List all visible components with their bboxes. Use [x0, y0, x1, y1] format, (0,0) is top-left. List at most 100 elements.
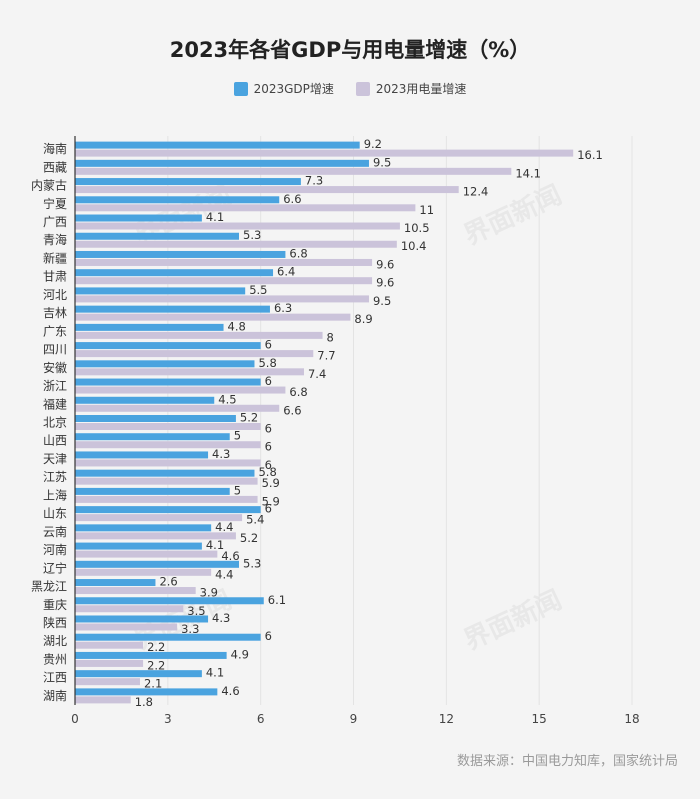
- bar-power: [75, 186, 459, 194]
- chart-title: 2023年各省GDP与用电量增速（%）: [169, 38, 531, 62]
- bar-power-label: 4.6: [221, 549, 239, 563]
- x-tick-label: 6: [257, 712, 265, 726]
- bar-gdp-label: 5.8: [258, 465, 276, 479]
- bar-gdp: [75, 178, 301, 186]
- bar-power-label: 6.8: [289, 385, 307, 399]
- category-label: 江西: [43, 671, 67, 685]
- category-label: 湖北: [43, 633, 67, 648]
- category-label: 湖南: [43, 688, 67, 703]
- bar-gdp-label: 4.3: [212, 447, 230, 461]
- bar-gdp-label: 5.2: [240, 411, 258, 425]
- x-tick-label: 12: [439, 712, 454, 726]
- category-label: 上海: [43, 487, 67, 502]
- bar-power-label: 2.2: [147, 640, 165, 654]
- bar-gdp-label: 6: [265, 374, 272, 388]
- legend-item-power: 2023用电量增速: [355, 80, 467, 97]
- bar-power-label: 10.5: [404, 221, 430, 235]
- bar-gdp: [75, 250, 286, 258]
- bar-gdp: [75, 378, 261, 386]
- bar-power: [75, 423, 261, 430]
- bar-power: [75, 514, 243, 522]
- bar-power: [75, 368, 304, 376]
- category-label: 山东: [43, 507, 67, 521]
- bar-power: [75, 587, 196, 595]
- bar-gdp: [75, 469, 255, 477]
- bar-power: [75, 240, 397, 248]
- bar-gdp-label: 5.8: [258, 356, 276, 370]
- legend-label-power: 2023用电量增速: [375, 82, 467, 96]
- bar-power: [75, 678, 140, 686]
- bar-gdp-label: 4.1: [206, 666, 224, 680]
- bar-power-label: 14.1: [515, 166, 541, 180]
- bar-gdp: [75, 615, 209, 623]
- bar-gdp: [75, 670, 202, 678]
- bar-gdp-label: 6.1: [268, 593, 286, 607]
- x-tick-label: 15: [532, 712, 547, 726]
- bar-gdp: [75, 214, 202, 222]
- bar-gdp-label: 9.5: [373, 155, 391, 169]
- bar-gdp: [75, 232, 240, 240]
- category-label: 广东: [43, 324, 67, 338]
- legend: 2023GDP增速 2023用电量增速: [0, 80, 700, 97]
- bar-gdp-label: 5.3: [243, 556, 261, 570]
- bar-power-label: 9.6: [376, 276, 394, 290]
- bar-gdp: [75, 542, 202, 550]
- bar-power-label: 8: [327, 330, 334, 344]
- category-label: 海南: [43, 141, 67, 156]
- bar-gdp: [75, 433, 230, 441]
- bar-gdp-label: 5: [234, 429, 241, 443]
- bar-gdp: [75, 579, 156, 587]
- bar-power: [75, 404, 280, 412]
- legend-label-gdp: 2023GDP增速: [253, 82, 334, 96]
- bar-gdp-label: 9.2: [364, 137, 382, 151]
- category-label: 贵州: [43, 652, 67, 666]
- x-tick-label: 0: [71, 712, 79, 726]
- legend-swatch-gdp: [233, 81, 248, 96]
- bar-gdp-label: 4.3: [212, 611, 230, 625]
- bar-power-label: 2.1: [144, 677, 162, 691]
- category-label: 浙江: [43, 379, 67, 393]
- bar-power-label: 5.9: [262, 476, 280, 490]
- bar-gdp-label: 6: [265, 338, 272, 352]
- bar-power: [75, 477, 258, 485]
- bar-gdp: [75, 415, 236, 422]
- bar-power: [75, 568, 212, 576]
- bar-gdp-label: 4.6: [221, 684, 239, 698]
- bar-gdp: [75, 597, 264, 605]
- category-label: 陕西: [43, 615, 67, 630]
- bar-gdp-label: 6.3: [274, 301, 292, 315]
- bar-power-label: 2.2: [147, 658, 165, 672]
- bar-power: [75, 623, 178, 631]
- legend-item-gdp: 2023GDP增速: [233, 80, 334, 97]
- bar-gdp-label: 5.3: [243, 228, 261, 242]
- x-tick-label: 3: [164, 712, 172, 726]
- bar-gdp-label: 6.6: [283, 192, 301, 206]
- bar-power-label: 11: [419, 203, 434, 217]
- category-label: 天津: [43, 452, 67, 466]
- category-label: 福建: [43, 396, 67, 411]
- bar-gdp-label: 6: [265, 502, 272, 516]
- bar-gdp: [75, 196, 280, 204]
- bar-power-label: 10.4: [401, 239, 427, 253]
- category-label: 河北: [43, 288, 67, 302]
- bar-power-label: 16.1: [577, 148, 603, 162]
- bar-gdp: [75, 451, 209, 459]
- bar-gdp-label: 4.1: [206, 210, 224, 224]
- bar-gdp-label: 7.3: [305, 174, 323, 188]
- bar-power: [75, 277, 373, 285]
- category-label: 内蒙古: [31, 178, 67, 193]
- bar-gdp-label: 4.4: [215, 520, 233, 534]
- bar-gdp-label: 5: [234, 483, 241, 497]
- bar-gdp: [75, 688, 218, 696]
- bar-power: [75, 258, 373, 266]
- bar-power: [75, 204, 416, 212]
- category-label: 青海: [43, 232, 67, 247]
- bar-gdp-label: 6.8: [289, 246, 307, 260]
- category-label: 北京: [43, 416, 67, 430]
- bar-power: [75, 295, 369, 303]
- bar-gdp: [75, 487, 230, 495]
- bar-gdp-label: 4.1: [206, 538, 224, 552]
- bar-power: [75, 532, 236, 540]
- category-label: 重庆: [43, 598, 67, 612]
